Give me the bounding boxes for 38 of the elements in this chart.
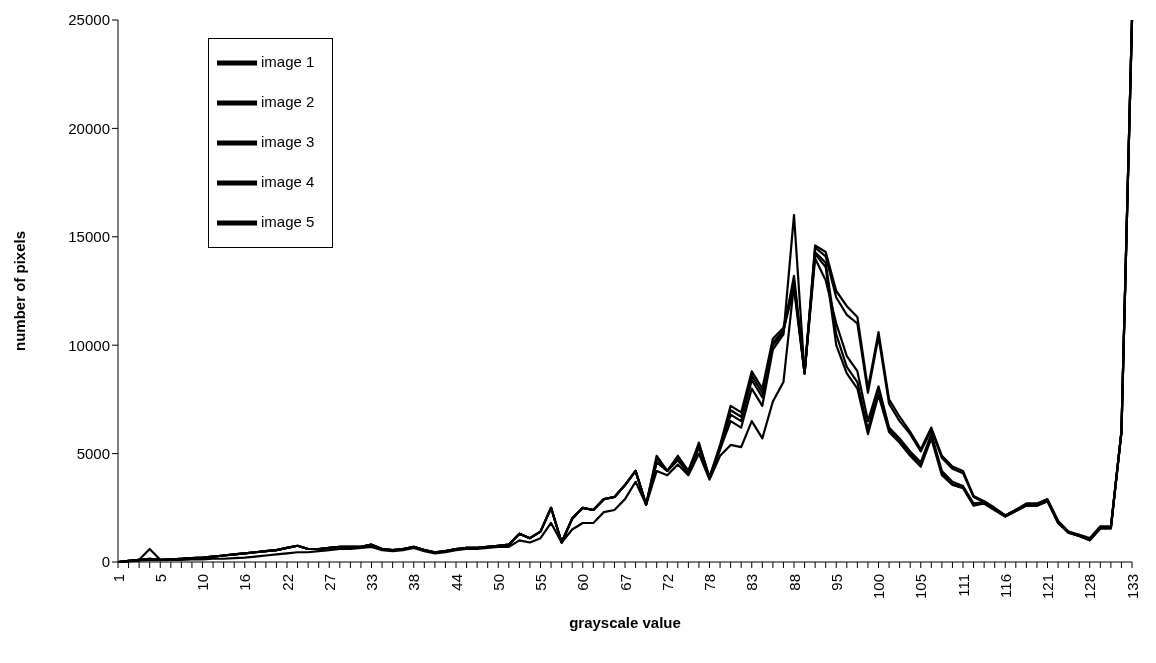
x-tick-label: 133 [1123,574,1141,600]
x-tick-label: 60 [574,574,592,591]
x-tick-label: 55 [532,574,549,591]
x-tick-label: 1 [109,574,127,583]
x-tick-label: 16 [236,574,254,591]
legend-label: image 5 [261,212,315,230]
x-tick-label: 27 [320,574,338,591]
y-tick-label: 20000 [68,119,110,137]
legend-label: image 3 [261,132,315,150]
y-tick-label: 15000 [68,228,110,246]
x-tick-label: 95 [827,574,845,591]
y-tick-label: 10000 [68,336,110,354]
x-tick-label: 78 [701,574,718,591]
x-tick-label: 10 [194,574,211,591]
legend-label: image 4 [261,172,315,190]
x-tick-label: 50 [489,574,507,591]
x-tick-label: 100 [870,574,887,600]
x-tick-label: 105 [912,574,930,600]
y-axis-title: number of pixels [11,230,29,352]
x-axis-title: grayscale value [569,614,681,631]
x-tick-label: 128 [1081,574,1099,600]
legend-label: image 2 [261,92,315,110]
x-tick-label: 44 [447,574,465,591]
x-tick-label: 72 [658,574,676,591]
x-tick-label: 38 [405,574,423,591]
legend-label: image 1 [261,52,315,70]
x-tick-label: 5 [151,574,169,583]
x-tick-label: 111 [954,574,972,597]
y-tick-label: 25000 [68,11,110,29]
x-tick-label: 67 [616,574,634,591]
y-tick-label: 5000 [76,444,110,462]
x-tick-label: 88 [785,574,803,591]
y-tick-label: 0 [101,553,110,571]
x-tick-label: 33 [363,574,380,591]
x-tick-label: 121 [1039,574,1056,600]
x-tick-label: 83 [743,574,761,591]
x-tick-label: 22 [278,574,296,591]
x-tick-label: 116 [996,574,1014,598]
